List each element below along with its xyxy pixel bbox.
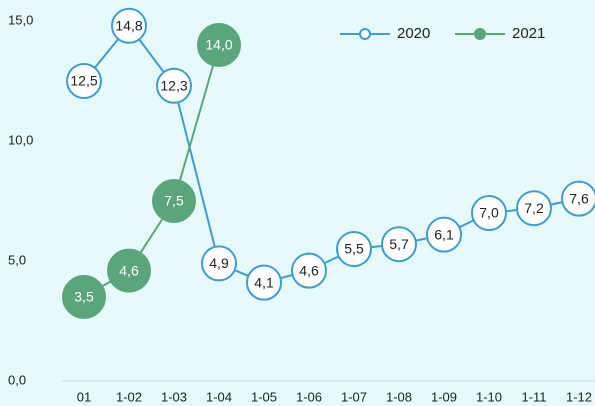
point: [152, 179, 196, 223]
series-line: [83, 44, 220, 298]
x-tick-label: 1-10: [476, 389, 502, 404]
x-tick-label: 1-06: [296, 389, 322, 404]
data-label: 4,6: [119, 262, 139, 278]
x-tick-label: 1-04: [206, 389, 232, 404]
data-label: 3,5: [74, 289, 94, 305]
y-tick-label: 10,0: [8, 132, 33, 147]
legend-marker: [474, 28, 486, 40]
x-tick-label: 1-12: [566, 389, 592, 404]
x-tick-label: 1-02: [116, 389, 142, 404]
point: [66, 63, 102, 99]
data-label: 12,3: [160, 78, 187, 94]
point: [336, 231, 372, 267]
point: [197, 23, 241, 67]
point: [156, 67, 192, 104]
point: [516, 190, 552, 227]
legend-label: 2021: [512, 25, 545, 42]
data-label: 7,0: [479, 205, 499, 221]
x-tick-label: 1-08: [386, 389, 412, 404]
point: [561, 180, 595, 217]
data-label: 5,5: [344, 241, 364, 257]
data-label: 5,7: [389, 236, 409, 252]
legend-label: 2020: [397, 25, 430, 42]
x-tick-label: 1-11: [521, 389, 546, 404]
x-tick-label: 1-09: [431, 389, 457, 404]
y-tick-label: 0,0: [8, 372, 26, 387]
x-tick-label: 1-07: [341, 389, 367, 404]
data-label: 7,2: [524, 200, 544, 216]
data-label: 6,1: [434, 226, 454, 242]
y-tick-label: 15,0: [8, 12, 33, 27]
data-label: 4,9: [209, 255, 229, 271]
data-label: 14,8: [115, 18, 142, 34]
data-label: 4,1: [254, 274, 274, 290]
y-tick-label: 5,0: [8, 252, 26, 267]
point: [201, 245, 237, 282]
point: [471, 195, 507, 231]
x-tick-label: 1-03: [161, 389, 187, 404]
point: [107, 248, 151, 293]
point: [381, 226, 417, 263]
point: [62, 275, 106, 319]
data-label: 7,6: [569, 190, 589, 206]
x-tick-label: 1-05: [251, 389, 277, 404]
point: [246, 264, 282, 301]
data-label: 7,5: [164, 193, 184, 209]
x-tick-label: 01: [77, 389, 91, 404]
point: [426, 216, 462, 253]
data-label: 12,5: [70, 73, 97, 89]
data-label: 14,0: [205, 37, 232, 53]
point: [111, 7, 147, 44]
legend-marker: [359, 28, 371, 40]
point: [291, 252, 327, 289]
data-label: 4,6: [299, 262, 319, 278]
